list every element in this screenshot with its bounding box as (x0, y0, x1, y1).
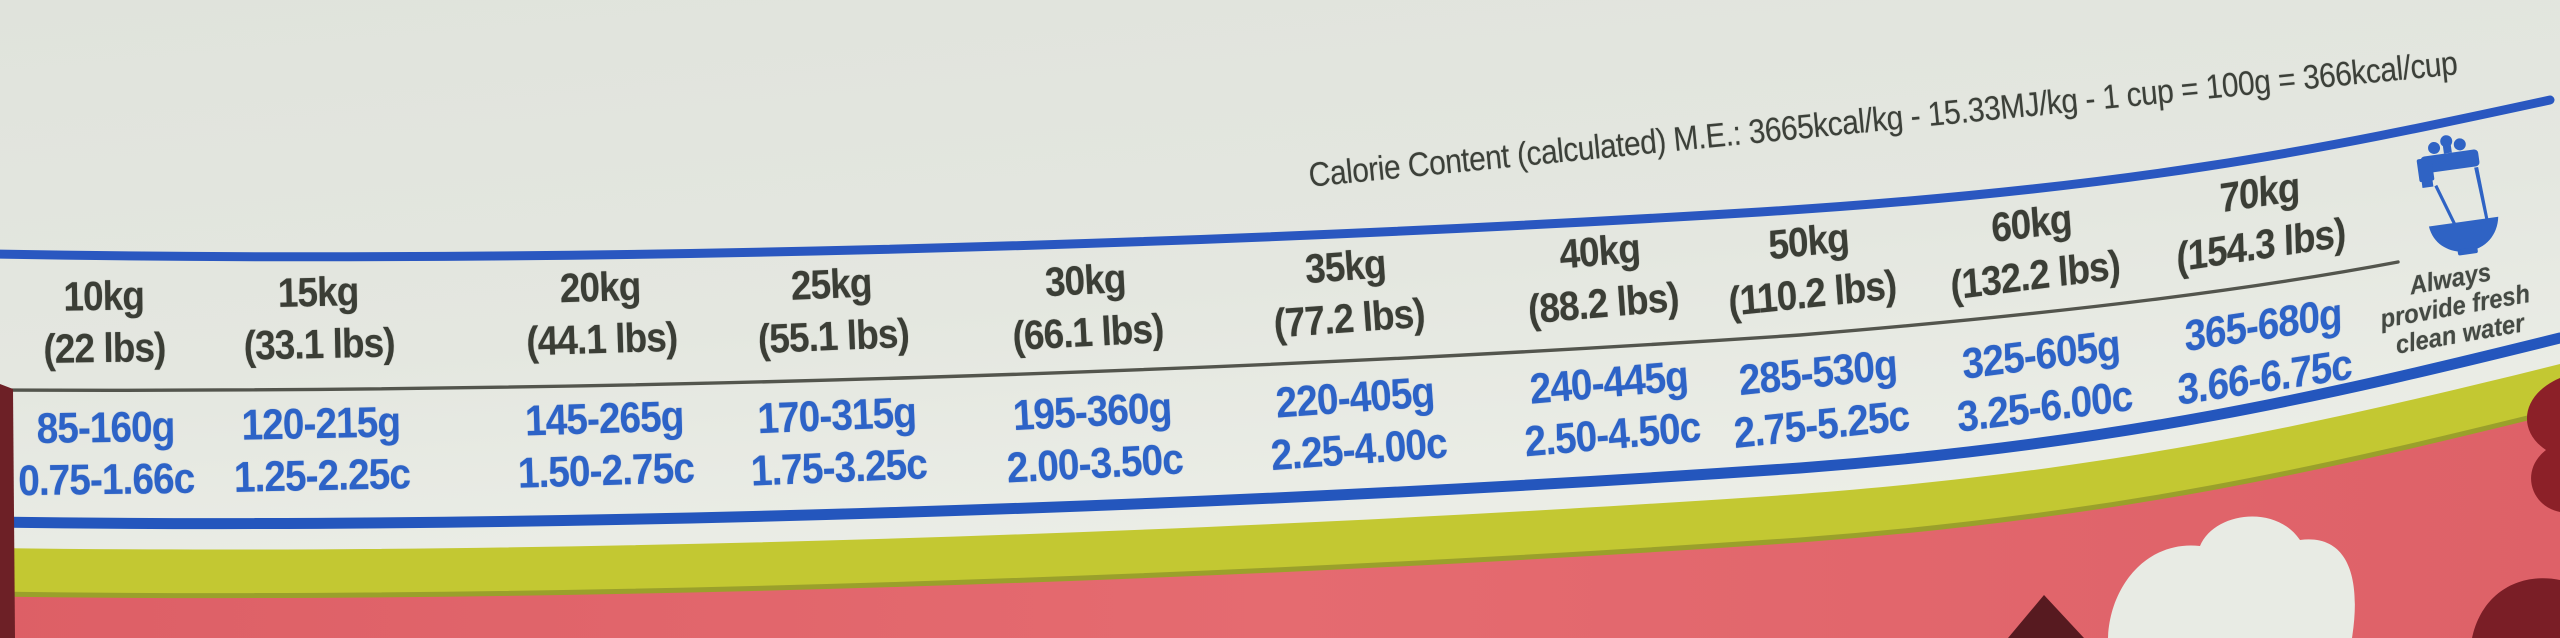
feeding-column-15kg: 15kg (33.1 lbs) 120-215g 1.25-2.25c (230, 264, 411, 504)
grams-range-value: 170-315g (756, 388, 917, 444)
weight-lbs-label: (66.1 lbs) (1011, 305, 1165, 359)
bag-graphic-dark-triangle (2008, 595, 2084, 638)
table-top-border (0, 95, 2555, 262)
feeding-column-30kg: 30kg (66.1 lbs) 195-360g 2.00-3.50c (996, 250, 1184, 495)
weight-lbs-label: (55.1 lbs) (756, 309, 910, 363)
table-header-divider (0, 260, 2400, 392)
bag-graphic-white-blob (2108, 516, 2355, 638)
grams-range-value: 195-360g (1011, 383, 1173, 441)
weight-kg-label: 20kg (559, 262, 642, 312)
bag-yellow-stripe (0, 364, 2560, 596)
cups-range-value: 1.50-2.75c (517, 444, 695, 498)
bag-red-background (0, 410, 2560, 638)
weight-lbs-label: (33.1 lbs) (243, 319, 396, 369)
feeding-column-20kg: 20kg (44.1 lbs) 145-265g 1.50-2.75c (511, 258, 694, 499)
weight-kg-label: 25kg (789, 259, 873, 309)
bag-graphic-dark-red-edge (2526, 378, 2560, 512)
bag-yellow-stripe-shadow-edge (0, 407, 2560, 599)
feeding-column-35kg: 35kg (77.2 lbs) 220-405g 2.25-4.00c (1256, 234, 1449, 482)
weight-lbs-label: (22 lbs) (43, 324, 166, 372)
grams-range-value: 120-215g (241, 398, 401, 450)
grams-range-value: 85-160g (36, 403, 175, 453)
bag-graphic-dark-red-corner (2472, 578, 2560, 638)
table-bottom-border (0, 332, 2560, 530)
feeding-column-25kg: 25kg (55.1 lbs) 170-315g 1.75-3.25c (742, 254, 928, 497)
bag-left-edge (0, 384, 15, 638)
cups-range-value: 2.00-3.50c (1005, 435, 1184, 493)
weight-kg-label: 30kg (1043, 255, 1127, 306)
cups-range-value: 1.25-2.25c (233, 450, 411, 502)
weight-lbs-label: (44.1 lbs) (525, 313, 678, 365)
feeding-column-50kg: 50kg (110.2 lbs) 285-530g 2.75-5.25c (1719, 206, 1911, 460)
feeding-column-70kg: 70kg (154.3 lbs) 365-680g 3.66-6.75c (2172, 153, 2353, 417)
weight-kg-label: 15kg (277, 268, 359, 316)
feeding-column-40kg: 40kg (88.2 lbs) 240-445g 2.50-4.50c (1510, 218, 1702, 469)
weight-kg-label: 10kg (63, 272, 145, 320)
cups-range-value: 1.75-3.25c (749, 440, 928, 496)
cups-range-value: 0.75-1.66c (17, 454, 195, 506)
feeding-column-10kg: 10kg (22 lbs) 85-160g 0.75-1.66c (15, 269, 195, 507)
grams-range-value: 145-265g (524, 392, 685, 446)
feeding-column-60kg: 60kg (132.2 lbs) 325-605g 3.25-6.00c (1942, 186, 2134, 444)
water-tap-icon (2416, 135, 2499, 256)
